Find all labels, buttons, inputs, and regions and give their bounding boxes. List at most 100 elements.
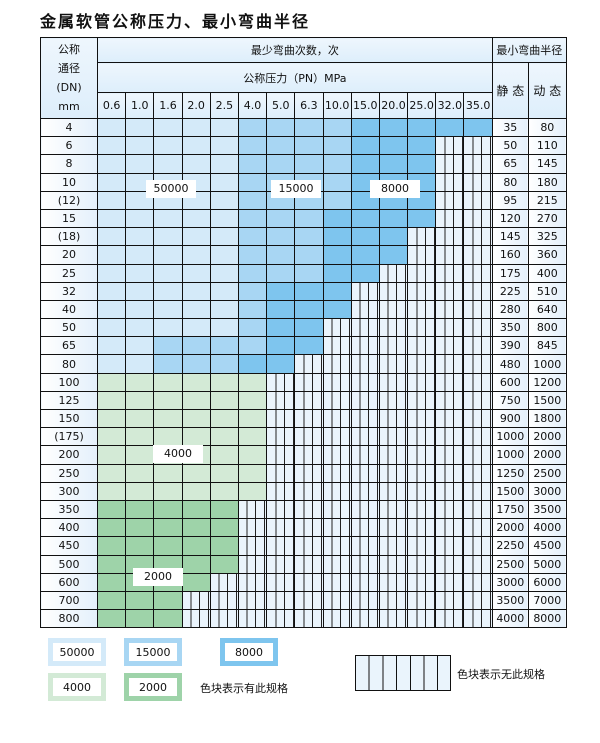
spec-cell-4000 [181,372,211,392]
spec-cell-4000 [209,463,239,483]
table-row: 65 390 845 [40,336,567,356]
pressure-column-header: 2.0 [181,92,211,119]
spec-cell-8000 [378,117,409,138]
spec-cell-50000 [209,208,239,229]
spec-cell-2000 [96,609,127,629]
spec-cell-8000 [294,299,324,320]
spec-cell-50000 [181,208,211,229]
static-radius-cell: 3500 [491,590,529,611]
spec-cell-2000 [96,554,127,574]
no-spec-cell [435,245,465,265]
spec-cell-50000 [125,208,155,229]
no-spec-cell [266,463,296,483]
spec-cell-4000 [237,481,268,501]
spec-cell-8000 [378,245,409,265]
spec-cell-8000 [322,263,352,283]
spec-cell-4000 [237,372,268,392]
spec-cell-4000 [125,390,155,411]
dynamic-radius-cell: 110 [527,136,567,156]
no-spec-cell [435,481,465,501]
no-spec-cell [435,554,465,574]
no-spec-cell [407,390,437,411]
legend-swatch-2000: 2000 [124,673,182,701]
spec-cell-50000 [96,136,127,156]
no-spec-cell [294,590,324,611]
legend-label: 15000 [135,645,171,659]
no-spec-cell [435,445,465,465]
no-spec-cell [378,281,409,301]
spec-cell-15000 [294,227,324,247]
no-spec-cell [435,263,465,283]
spec-cell-4000 [125,408,155,429]
bend-count-header: 最少弯曲次数，次 [97,37,493,63]
no-spec-cell [407,536,437,556]
spec-cell-50000 [153,117,183,138]
no-spec-cell [294,499,324,520]
no-spec-cell [463,481,493,501]
dn-cell: 15 [40,208,98,229]
spec-cell-50000 [125,136,155,156]
spec-cell-50000 [96,281,127,301]
static-radius-cell: 225 [491,281,529,301]
spec-cell-15000 [237,299,268,320]
spec-cell-50000 [209,263,239,283]
dn-cell: (18) [40,227,98,247]
spec-cell-15000 [237,318,268,338]
no-spec-cell [294,354,324,374]
table-row: 20 160 360 [40,245,567,265]
pressure-column-header: 10.0 [322,92,352,119]
spec-cell-50000 [181,318,211,338]
spec-cell-15000 [322,136,352,156]
spec-cell-4000 [209,372,239,392]
dn-cell: 65 [40,336,98,356]
no-spec-cell [463,227,493,247]
spec-cell-50000 [153,263,183,283]
spec-cell-15000 [237,245,268,265]
no-spec-cell [209,590,239,611]
pressure-column-header: 4.0 [237,92,268,119]
dynamic-radius-cell: 2000 [527,445,567,465]
spec-cell-50000 [153,136,183,156]
spec-cell-4000 [237,390,268,411]
no-spec-cell [463,554,493,574]
no-spec-cell [237,609,268,629]
no-spec-cell [407,408,437,429]
dynamic-radius-cell: 8000 [527,609,567,629]
no-spec-cell [322,572,352,592]
no-spec-cell [322,336,352,356]
static-radius-cell: 390 [491,336,529,356]
table-row: 600 3000 6000 [40,572,567,592]
no-spec-cell [435,227,465,247]
spec-cell-50000 [125,227,155,247]
spec-cell-2000 [181,518,211,538]
region-label-15000: 15000 [271,180,321,198]
no-spec-cell [350,609,380,629]
page-title: 金属软管公称压力、最小弯曲半径 [40,12,311,31]
spec-cell-4000 [96,390,127,411]
spec-cell-2000 [96,518,127,538]
no-spec-cell [322,481,352,501]
spec-cell-15000 [266,136,296,156]
no-spec-cell [378,481,409,501]
spec-cell-8000 [266,318,296,338]
spec-cell-50000 [181,281,211,301]
no-spec-cell [378,609,409,629]
no-spec-cell [378,408,409,429]
legend-swatch-50000: 50000 [48,638,106,666]
no-spec-cell [407,427,437,447]
no-spec-cell [322,427,352,447]
spec-cell-8000 [322,245,352,265]
spec-cell-2000 [209,499,239,520]
table-row: 800 4000 8000 [40,609,567,629]
dynamic-radius-cell: 800 [527,318,567,338]
spec-cell-8000 [350,117,380,138]
dynamic-radius-cell: 1500 [527,390,567,411]
spec-cell-2000 [153,536,183,556]
spec-cell-2000 [153,518,183,538]
dynamic-radius-cell: 1800 [527,408,567,429]
spec-cell-50000 [96,190,127,210]
spec-cell-50000 [181,117,211,138]
spec-cell-15000 [266,227,296,247]
no-spec-cell [407,463,437,483]
spec-cell-15000 [294,117,324,138]
